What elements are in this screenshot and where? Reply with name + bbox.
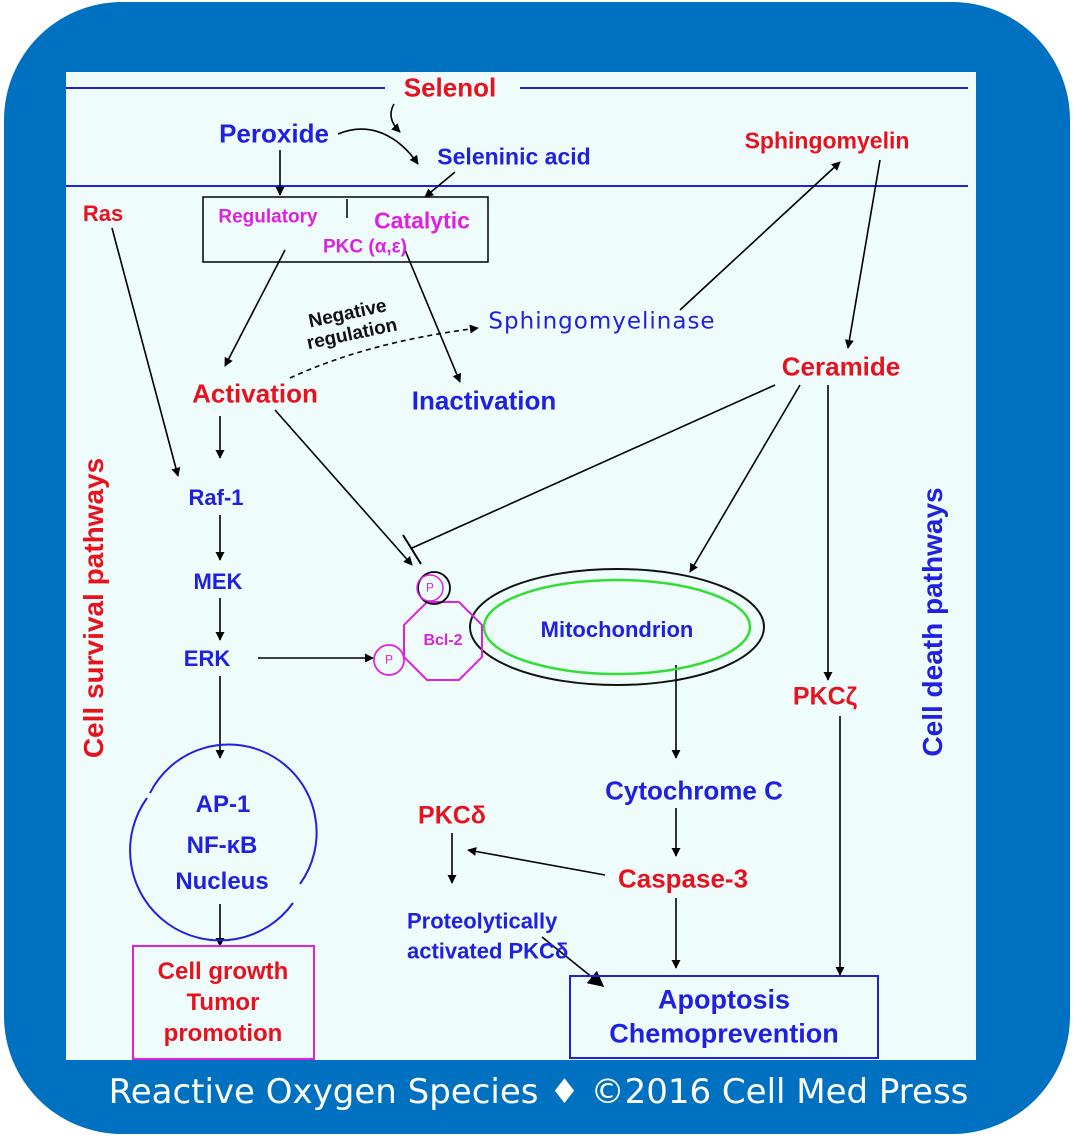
phospho-circle-top bbox=[416, 574, 444, 602]
arrow-activation-to-bcl2 bbox=[274, 409, 413, 566]
arrow-sphingomyelin-to-ceramide bbox=[844, 159, 881, 349]
catalytic-label: Catalytic bbox=[374, 207, 470, 234]
activation-label: Activation bbox=[192, 378, 318, 409]
arrow-sphingomyelinase-to-sphingomyelin bbox=[679, 161, 841, 311]
mitochondrion-inner bbox=[482, 578, 752, 676]
erk-label: ERK bbox=[183, 645, 231, 671]
cell-growth-label: Cell growth Tumor promotion bbox=[157, 958, 289, 1048]
phospho-top-label: P bbox=[425, 580, 435, 595]
pkc-alpha-epsilon-label: PKC (α,ε) bbox=[322, 236, 408, 258]
selenol-label: Selenol bbox=[403, 72, 497, 103]
arrow-peroxide-to-seleninic bbox=[337, 128, 419, 165]
caspase3-label: Caspase-3 bbox=[617, 863, 749, 894]
inactivation-label: Inactivation bbox=[411, 385, 557, 416]
ceramide-label: Ceramide bbox=[781, 351, 901, 382]
cell-death-pathways-label: Cell death pathways bbox=[917, 487, 948, 757]
cytochrome-c-label: Cytochrome C bbox=[605, 775, 783, 806]
regulatory-label: Regulatory bbox=[218, 206, 318, 228]
proteolytic-pkc-delta-label: Proteolytically activated PKCδ bbox=[407, 908, 569, 963]
mitochondrion-outer bbox=[469, 568, 765, 686]
apoptosis-box bbox=[569, 975, 879, 1059]
arrow-regulatory-to-activation bbox=[224, 249, 286, 367]
arrow-seleninic-to-catalytic bbox=[424, 171, 456, 198]
arrow-caspase3-to-pkcdelta bbox=[467, 847, 606, 876]
ap1-label: AP-1 bbox=[195, 790, 251, 818]
arrow-ras-to-raf1 bbox=[111, 227, 181, 477]
sphingomyelin-label: Sphingomyelin bbox=[744, 127, 910, 154]
pkc-delta-label: PKCδ bbox=[418, 801, 486, 830]
mitochondrion-label: Mitochondrion bbox=[540, 616, 694, 642]
peroxide-label: Peroxide bbox=[219, 118, 329, 149]
nucleus-label: Nucleus bbox=[175, 867, 269, 895]
cell-growth-box bbox=[132, 945, 315, 1060]
pkc-zeta-label: PKCζ bbox=[792, 682, 858, 711]
inhibit-bar bbox=[402, 534, 422, 565]
arrow-proteolytic-to-apoptosis bbox=[541, 936, 605, 988]
phospho-circle-top-outline bbox=[417, 571, 451, 605]
arrow-selenol-to-seleninic bbox=[390, 103, 401, 133]
phospho-left-label: P bbox=[384, 652, 394, 667]
nfkb-label: NF-κB bbox=[186, 831, 258, 859]
arrow-negative-regulation bbox=[289, 324, 479, 379]
raf1-label: Raf-1 bbox=[188, 484, 244, 510]
nucleus-membrane bbox=[129, 743, 318, 942]
arrow-pkc-to-inactivation bbox=[404, 249, 462, 383]
ras-label: Ras bbox=[82, 200, 124, 226]
arrow-ceramide-to-mitochondrion bbox=[689, 384, 801, 573]
footer-caption: Reactive Oxygen Species ♦ ©2016 Cell Med… bbox=[108, 1072, 969, 1112]
seleninic-acid-label: Seleninic acid bbox=[437, 143, 591, 170]
inhibit-ceramide-to-bcl2 bbox=[411, 384, 776, 549]
cell-survival-pathways-label: Cell survival pathways bbox=[78, 457, 109, 759]
diagram-panel bbox=[66, 72, 976, 1060]
sphingomyelinase-label: Sphingomyelinase bbox=[488, 308, 716, 335]
apoptosis-label: Apoptosis Chemoprevention bbox=[609, 984, 839, 1048]
bcl2-label: Bcl-2 bbox=[423, 632, 463, 650]
mek-label: MEK bbox=[193, 568, 243, 594]
phospho-circle-left bbox=[373, 644, 405, 676]
bcl2-octagon bbox=[403, 601, 483, 681]
pkc-box bbox=[202, 196, 489, 263]
